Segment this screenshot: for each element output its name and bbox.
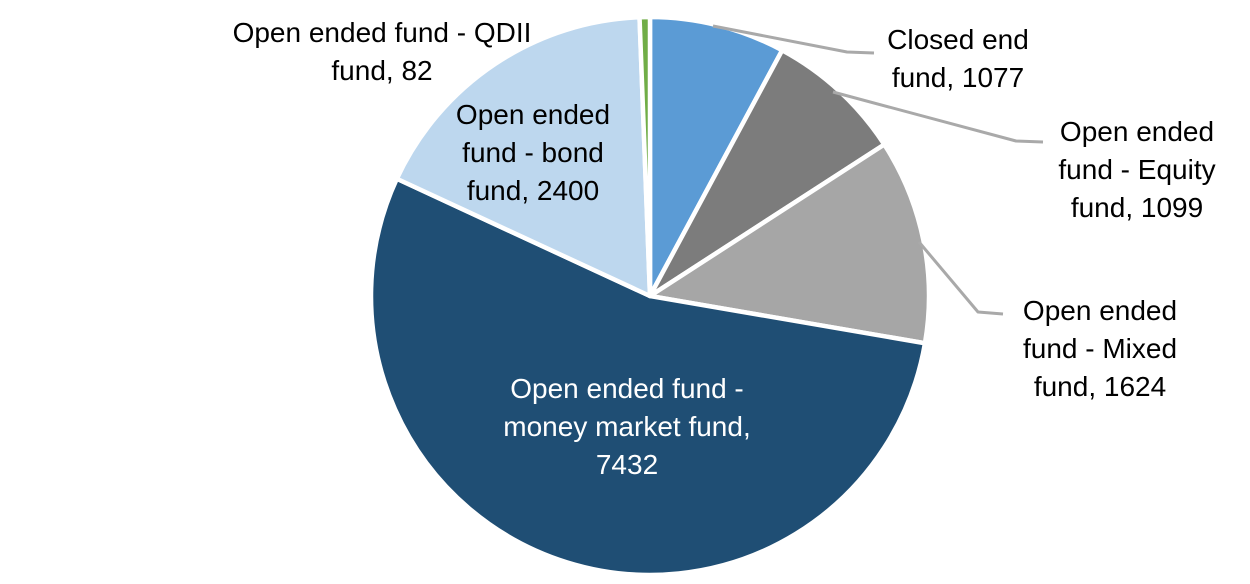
label-open-ended-bond-fund: Open ended fund - bond fund, 2400 [456,96,610,210]
label-open-ended-equity-fund: Open ended fund - Equity fund, 1099 [1058,113,1215,227]
pie-slice-closed-end-fund [647,14,785,299]
label-closed-end-fund: Closed end fund, 1077 [887,21,1029,97]
label-line: fund, 1099 [1070,192,1204,223]
label-line: fund, 82 [331,55,433,86]
label-line: Closed end [887,24,1029,55]
label-line: Open ended [1022,295,1178,326]
label-line: fund - Mixed [1022,333,1178,364]
pie-slice-open-ended-mixed-fund [647,142,932,346]
label-line: fund - bond [462,137,604,168]
label-line: Open ended [1059,116,1215,147]
label-line: fund - Equity [1058,154,1216,185]
label-open-ended-money-market-fund: Open ended fund - money market fund, 743… [503,370,750,484]
label-line: Open ended [455,99,611,130]
label-line: money market fund, [503,411,751,442]
label-line: fund, 1624 [1033,371,1167,402]
leader-open-ended-equity-fund [832,90,1044,144]
pie-slice-open-ended-qdii-fund [637,14,653,299]
pie-slice-open-ended-equity-fund [647,48,887,299]
pie-slice-open-ended-bond-fund [394,14,653,299]
label-line: 7432 [595,449,659,480]
leader-closed-end-fund [712,24,875,55]
label-open-ended-qdii-fund: Open ended fund - QDII fund, 82 [233,14,532,90]
label-open-ended-mixed-fund: Open ended fund - Mixed fund, 1624 [1023,292,1177,406]
label-line: Open ended fund - QDII [232,17,532,48]
leader-open-ended-mixed-fund [917,241,1004,316]
label-line: fund, 2400 [466,175,600,206]
pie-slice-open-ended-money-market-fund [368,176,928,578]
label-line: Open ended fund - [510,373,744,404]
label-line: fund, 1077 [891,62,1025,93]
